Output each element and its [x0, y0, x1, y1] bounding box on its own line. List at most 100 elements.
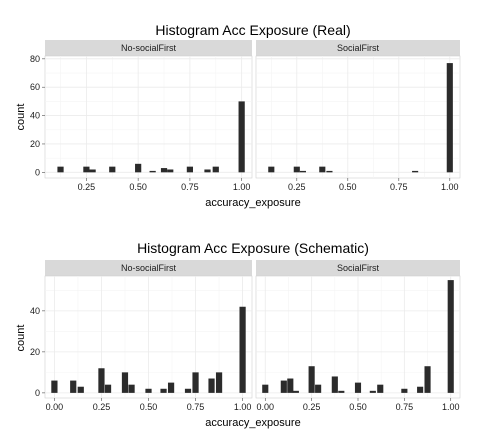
- y-tick-label: 0: [35, 388, 40, 398]
- histogram-bar: [77, 386, 84, 393]
- histogram-bar: [446, 63, 453, 173]
- histogram-bar: [293, 166, 300, 173]
- histogram-bar: [417, 386, 424, 393]
- x-tick-label: 0.50: [339, 182, 357, 192]
- facet-panel-left: No-socialFirst: [44, 260, 253, 399]
- histogram-bar: [424, 366, 431, 393]
- histogram-bar: [98, 368, 105, 393]
- histogram-bar: [109, 166, 116, 173]
- panel-background: [255, 55, 461, 179]
- histogram-bar: [83, 166, 90, 173]
- histogram-bar: [412, 170, 419, 173]
- histogram-bar: [57, 166, 64, 173]
- bars: [262, 280, 454, 393]
- y-tick-label: 20: [30, 139, 40, 149]
- bars: [51, 306, 246, 393]
- x-axis-title: accuracy_exposure: [205, 417, 300, 429]
- y-axis-title: count: [15, 104, 27, 131]
- bars: [268, 63, 453, 173]
- facet-strip: [256, 40, 460, 56]
- y-axis: 0 20 40 60 80: [30, 54, 45, 177]
- histogram-bar: [262, 384, 269, 393]
- y-axis-title: count: [15, 325, 27, 352]
- x-axis-left: 0.00 0.25 0.50 0.75 1.00: [46, 398, 252, 412]
- y-tick-label: 0: [35, 167, 40, 177]
- histogram-bar: [401, 388, 408, 393]
- x-tick-label: 0.25: [288, 182, 306, 192]
- histogram-bar: [121, 372, 129, 393]
- facet-strip: [256, 260, 460, 276]
- histogram-bar: [338, 390, 345, 393]
- histogram-bar: [212, 166, 219, 173]
- x-axis-right: 0.25 0.50 0.75 1.00: [288, 178, 459, 192]
- chart-title: Histogram Acc Exposure (Schematic): [137, 240, 369, 256]
- histogram-bar: [160, 168, 168, 173]
- histogram-bar: [447, 280, 454, 393]
- x-tick-label: 1.00: [441, 182, 459, 192]
- y-tick-label: 60: [30, 82, 40, 92]
- chart-real: Histogram Acc Exposure (Real) No-socialF…: [15, 22, 461, 209]
- histogram-bar: [377, 384, 384, 393]
- histogram-bar: [192, 372, 199, 393]
- y-tick-label: 80: [30, 54, 40, 64]
- y-tick-label: 20: [30, 347, 40, 357]
- x-tick-label: 0.25: [303, 402, 321, 412]
- x-tick-label: 1.00: [442, 402, 460, 412]
- histogram-bar: [167, 382, 175, 393]
- bars: [57, 101, 245, 173]
- histogram-bar: [135, 163, 142, 173]
- histogram-bar: [51, 380, 58, 393]
- histogram-bar: [308, 366, 315, 393]
- x-axis-right: 0.00 0.25 0.50 0.75 1.00: [257, 398, 460, 412]
- histogram-bar: [268, 166, 275, 173]
- x-tick-label: 0.50: [129, 182, 147, 192]
- facet-strip: [45, 260, 252, 276]
- histogram-bar: [299, 170, 306, 173]
- y-tick-label: 40: [30, 111, 40, 121]
- facet-strip-label: No-socialFirst: [121, 43, 177, 53]
- histogram-bar: [238, 101, 245, 173]
- x-tick-label: 0.75: [396, 402, 414, 412]
- y-axis: 0 20 40: [30, 306, 45, 398]
- x-tick-label: 1.00: [233, 182, 251, 192]
- histogram-bar: [354, 382, 362, 393]
- x-tick-label: 0.00: [46, 402, 64, 412]
- x-tick-label: 1.00: [234, 402, 252, 412]
- x-axis-title: accuracy_exposure: [205, 197, 300, 209]
- x-tick-label: 0.25: [93, 402, 111, 412]
- histogram-bar: [167, 169, 174, 173]
- histogram-bar: [331, 376, 338, 393]
- x-tick-label: 0.25: [78, 182, 96, 192]
- x-tick-label: 0.50: [140, 402, 158, 412]
- facet-panel-right: SocialFirst: [255, 260, 461, 399]
- histogram-bar: [145, 388, 152, 393]
- x-tick-label: 0.75: [181, 182, 199, 192]
- facet-panel-right: SocialFirst: [255, 40, 461, 179]
- histogram-bar: [104, 384, 112, 393]
- histogram-bar: [186, 166, 194, 173]
- facet-panel-left: No-socialFirst: [44, 40, 253, 179]
- facet-strip-label: No-socialFirst: [121, 263, 177, 273]
- histogram-bar: [319, 166, 326, 173]
- facet-strip-label: SocialFirst: [337, 43, 380, 53]
- histogram-bar: [208, 378, 215, 393]
- histogram-bar: [128, 384, 135, 393]
- histogram-bar: [184, 388, 192, 393]
- panel-background: [44, 55, 253, 179]
- histogram-bar: [204, 169, 211, 173]
- histogram-bar: [369, 390, 376, 393]
- chart-title: Histogram Acc Exposure (Real): [155, 22, 350, 38]
- histogram-bar: [160, 388, 167, 393]
- gridlines: [256, 56, 460, 178]
- x-tick-label: 0.50: [349, 402, 367, 412]
- histogram-bar: [292, 390, 299, 393]
- histogram-bar: [149, 170, 156, 173]
- histogram-bar: [315, 384, 322, 393]
- facet-strip-label: SocialFirst: [337, 263, 380, 273]
- x-axis-left: 0.25 0.50 0.75 1.00: [78, 178, 251, 192]
- histogram-bar: [89, 169, 96, 173]
- x-tick-label: 0.00: [257, 402, 275, 412]
- histogram-bar: [239, 306, 246, 393]
- histogram-bar: [326, 170, 333, 173]
